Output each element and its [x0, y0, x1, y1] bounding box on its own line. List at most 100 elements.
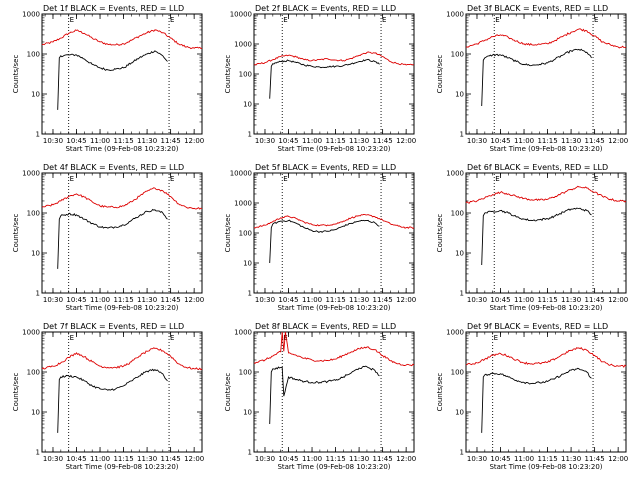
panel-title: Det 4f BLACK = Events, RED = LLD	[43, 163, 184, 172]
saa-marker-label: E	[594, 175, 598, 183]
x-tick-label: 12:00	[184, 137, 204, 145]
y-tick-label: 1	[248, 131, 252, 139]
saa-marker-label: E	[70, 16, 74, 24]
events-rate-line	[57, 368, 168, 433]
x-tick-label: 11:00	[90, 296, 110, 304]
y-tick-label: 1000	[446, 170, 464, 178]
plot-frame	[41, 331, 203, 453]
x-tick-label: 10:45	[66, 455, 86, 463]
y-tick-label: 1	[36, 131, 40, 139]
x-tick-label: 11:30	[137, 455, 157, 463]
y-tick-label: 1	[36, 449, 40, 457]
saa-marker-label: E	[594, 16, 598, 24]
plot-frame	[253, 13, 415, 135]
x-axis-label: Start Time (09-Feb-08 10:23:20)	[489, 145, 602, 153]
y-tick-label: 1	[460, 449, 464, 457]
x-tick-label: 11:00	[514, 455, 534, 463]
y-tick-label: 10	[455, 91, 464, 99]
saa-marker-label: E	[495, 16, 499, 24]
saa-marker-label: E	[594, 334, 598, 342]
x-tick-label: 11:45	[161, 137, 181, 145]
plot-frame	[253, 172, 415, 294]
y-tick-label: 1000	[22, 11, 40, 19]
x-tick-label: 11:30	[349, 137, 369, 145]
saa-marker-label: E	[283, 334, 287, 342]
x-tick-label: 10:45	[66, 137, 86, 145]
panel-title: Det 7f BLACK = Events, RED = LLD	[43, 322, 184, 331]
saa-marker-label: E	[494, 334, 498, 342]
x-tick-label: 11:15	[537, 137, 557, 145]
y-axis-label: Counts/sec	[12, 373, 20, 412]
x-tick-label: 11:45	[585, 296, 605, 304]
y-axis-label: Counts/sec	[12, 214, 20, 253]
x-tick-label: 11:30	[561, 137, 581, 145]
x-tick-label: 11:30	[349, 296, 369, 304]
x-tick-label: 10:45	[278, 137, 298, 145]
lld-rate-line	[466, 28, 627, 49]
y-tick-label: 10	[243, 260, 252, 268]
x-tick-label: 10:45	[490, 296, 510, 304]
panel-title: Det 8f BLACK = Events, RED = LLD	[255, 322, 396, 331]
y-tick-label: 1	[248, 449, 252, 457]
x-tick-label: 10:30	[467, 296, 487, 304]
lightcurve-panel-7: Det 7f BLACK = Events, RED = LLD 1 10 100 10…	[12, 322, 204, 471]
x-tick-label: 11:00	[90, 137, 110, 145]
y-tick-label: 100	[451, 369, 464, 377]
saa-marker-label: E	[495, 175, 499, 183]
lightcurve-panel-8: Det 8f BLACK = Events, RED = LLD 1 10 100 10…	[224, 322, 416, 471]
x-tick-label: 10:45	[278, 455, 298, 463]
x-tick-label: 11:15	[113, 137, 133, 145]
y-tick-label: 10	[31, 250, 40, 258]
x-tick-label: 11:30	[561, 296, 581, 304]
saa-marker-label: E	[170, 175, 174, 183]
y-tick-label: 100	[451, 51, 464, 59]
y-tick-label: 100	[27, 51, 40, 59]
x-tick-label: 11:00	[90, 455, 110, 463]
panel-title: Det 1f BLACK = Events, RED = LLD	[43, 4, 184, 13]
lightcurve-panel-2: Det 2f BLACK = Events, RED = LLD 1 10 100 10…	[224, 4, 416, 153]
x-tick-label: 11:15	[537, 455, 557, 463]
lld-rate-line	[253, 213, 415, 229]
y-tick-label: 100	[451, 210, 464, 218]
y-tick-label: 1	[36, 290, 40, 298]
x-tick-label: 11:00	[302, 455, 322, 463]
x-tick-label: 10:30	[43, 455, 63, 463]
x-tick-label: 12:00	[608, 296, 628, 304]
x-tick-label: 12:00	[396, 296, 416, 304]
y-tick-label: 1000	[22, 329, 40, 337]
saa-marker-label: E	[170, 334, 174, 342]
x-tick-label: 11:00	[302, 137, 322, 145]
y-tick-label: 10	[31, 409, 40, 417]
events-rate-line	[269, 58, 380, 99]
x-tick-label: 10:30	[255, 455, 275, 463]
x-axis-label: Start Time (09-Feb-08 10:23:20)	[489, 463, 602, 471]
saa-marker-label: E	[170, 16, 174, 24]
plot-frame	[465, 331, 627, 453]
x-tick-label: 11:45	[373, 455, 393, 463]
y-tick-label: 10	[31, 91, 40, 99]
x-tick-label: 11:45	[161, 455, 181, 463]
y-tick-label: 10	[455, 250, 464, 258]
lld-rate-line	[465, 347, 627, 368]
x-axis-label: Start Time (09-Feb-08 10:23:20)	[65, 145, 178, 153]
x-tick-label: 11:00	[302, 296, 322, 304]
events-rate-line	[269, 365, 380, 425]
saa-marker-label: E	[382, 175, 386, 183]
y-axis-label: Counts/sec	[224, 55, 232, 94]
y-tick-label: 100	[27, 210, 40, 218]
lld-rate-line	[253, 51, 415, 66]
x-tick-label: 11:15	[325, 455, 345, 463]
y-axis-label: Counts/sec	[224, 214, 232, 253]
x-tick-label: 12:00	[396, 455, 416, 463]
x-tick-label: 10:45	[66, 296, 86, 304]
x-tick-label: 12:00	[608, 137, 628, 145]
x-tick-label: 10:30	[255, 137, 275, 145]
lightcurve-panel-3: Det 3f BLACK = Events, RED = LLD 1 10 100 10…	[436, 4, 628, 153]
x-tick-label: 11:45	[373, 296, 393, 304]
lld-rate-line	[41, 29, 203, 50]
x-tick-label: 11:15	[325, 296, 345, 304]
y-tick-label: 1000	[22, 170, 40, 178]
events-rate-line	[481, 367, 592, 433]
x-axis-label: Start Time (09-Feb-08 10:23:20)	[489, 304, 602, 312]
